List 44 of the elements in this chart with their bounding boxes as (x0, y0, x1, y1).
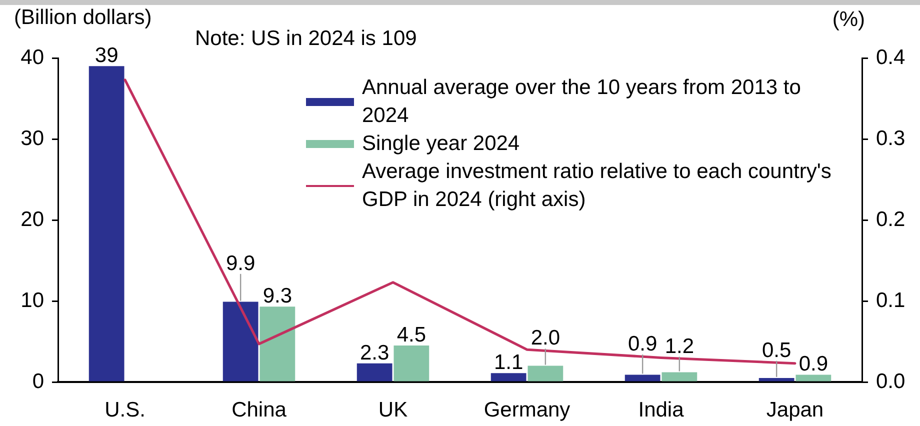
bar (88, 66, 124, 382)
y2-tick-label: 0.0 (876, 370, 906, 393)
x-tick-label: Germany (484, 398, 571, 422)
y-tick-label: 30 (20, 126, 44, 150)
y2-tick-label: 0.4 (876, 46, 906, 69)
data-label: 2.0 (530, 326, 560, 350)
bar (624, 374, 660, 382)
x-tick-label: China (232, 398, 287, 422)
bar (662, 372, 698, 382)
text: Note: US in 2024 is 109 (195, 27, 417, 51)
y-tick-label: 40 (20, 46, 44, 69)
y2-tick-label: 0.3 (876, 126, 906, 150)
data-label: 39 (94, 44, 118, 68)
x-tick-label: Japan (766, 398, 824, 422)
y-axis-title: (Billion dollars) (14, 6, 152, 30)
data-label: 0.9 (798, 352, 828, 376)
y2-tick-label: 0.2 (876, 208, 906, 231)
legend-label: Annual average over the 10 years from 2013 to 2024 (362, 75, 802, 129)
bar (394, 346, 430, 382)
bar (758, 378, 794, 382)
data-label: 2.3 (360, 341, 390, 364)
legend-label: Single year 2024 (362, 131, 521, 157)
data-label: 9.3 (262, 284, 292, 308)
y-tick-label: 20 (20, 208, 44, 231)
bar (490, 373, 526, 382)
data-label: 9.9 (226, 252, 256, 275)
bar (222, 302, 258, 382)
y2-axis-title: (%) (832, 8, 865, 32)
data-label: 0.9 (628, 332, 658, 356)
y-tick-label: 0 (32, 370, 44, 393)
x-tick-label: UK (378, 398, 408, 422)
y2-tick-label: 0.1 (876, 288, 906, 312)
data-label: 4.5 (396, 324, 426, 347)
bar (528, 366, 564, 382)
bar (260, 306, 296, 382)
data-label: 0.5 (762, 338, 792, 362)
x-tick-label: India (638, 398, 684, 422)
legend-label: Average investment ratio relative to each country's GDP in 2024 (right axis) (362, 159, 832, 213)
data-label: 1.2 (664, 334, 694, 358)
bar (796, 374, 832, 382)
data-label: 1.1 (494, 351, 524, 374)
x-tick-label: U.S. (104, 398, 146, 422)
y-tick-label: 10 (20, 288, 44, 312)
bar (356, 363, 392, 382)
